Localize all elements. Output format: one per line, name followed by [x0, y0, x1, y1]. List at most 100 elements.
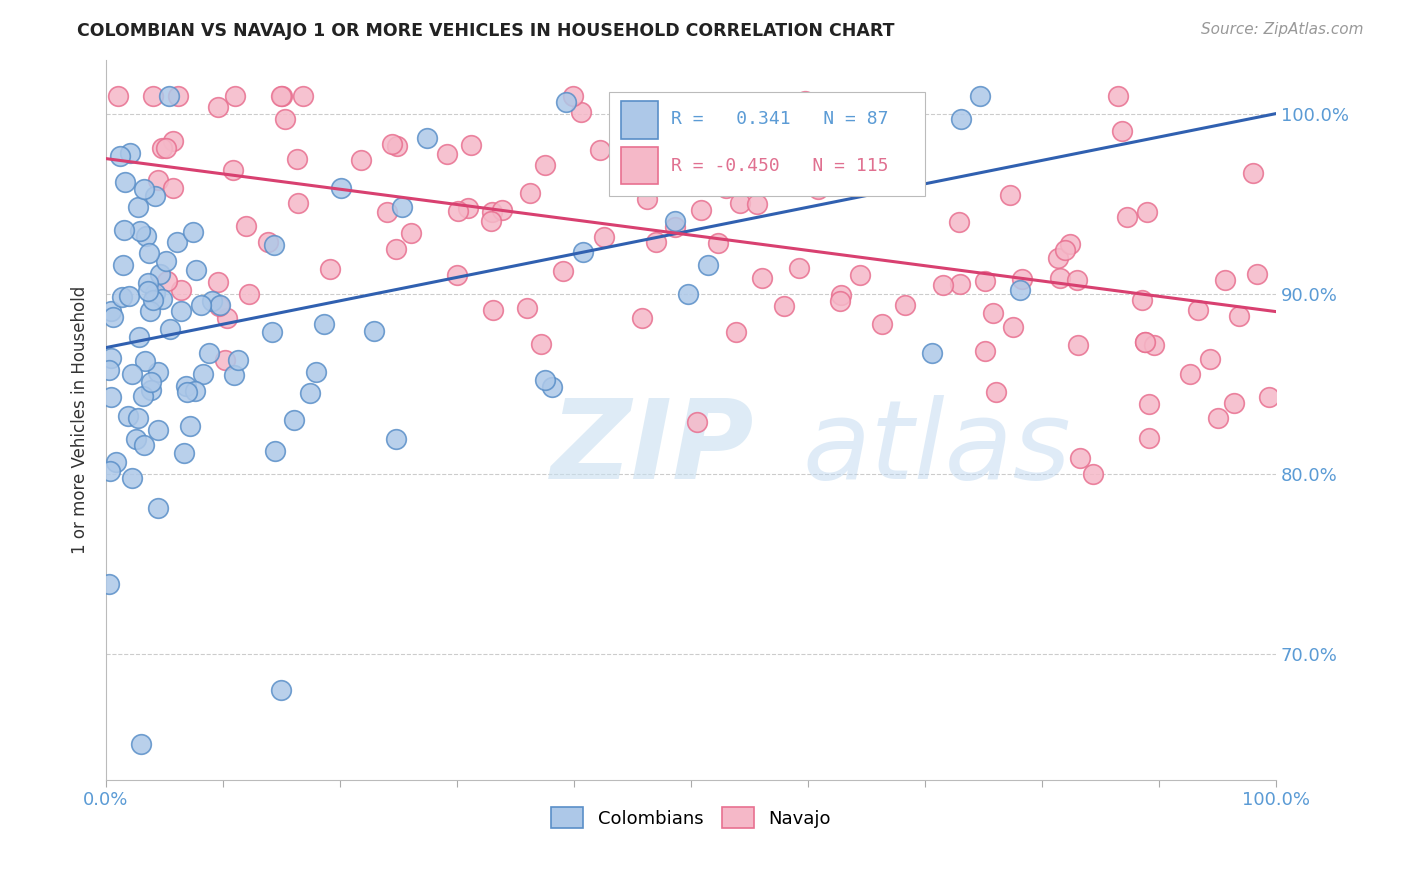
Point — [415, 131, 437, 145]
Point — [1137, 397, 1160, 411]
Point — [541, 379, 564, 393]
Point — [157, 88, 180, 103]
Point — [201, 294, 224, 309]
Point — [207, 276, 229, 290]
Point — [1187, 302, 1209, 317]
Point — [707, 236, 730, 251]
Point — [949, 277, 972, 292]
Point — [117, 409, 139, 424]
Point — [534, 158, 557, 172]
Point — [238, 286, 260, 301]
Point — [1136, 204, 1159, 219]
Point — [830, 288, 852, 302]
Point — [1199, 351, 1222, 366]
Point — [98, 577, 121, 591]
Text: R =   0.341   N = 87: R = 0.341 N = 87 — [671, 111, 889, 128]
Point — [127, 200, 149, 214]
Point — [135, 229, 157, 244]
Point — [551, 263, 574, 277]
Point — [139, 304, 162, 318]
Point — [1081, 467, 1104, 482]
Point — [630, 310, 652, 325]
Point — [482, 303, 505, 318]
Point — [572, 244, 595, 259]
Point — [270, 88, 292, 103]
Point — [636, 192, 658, 206]
Point — [984, 384, 1007, 399]
Point — [446, 268, 468, 282]
Text: Source: ZipAtlas.com: Source: ZipAtlas.com — [1201, 22, 1364, 37]
Point — [100, 304, 122, 318]
Point — [155, 253, 177, 268]
Point — [950, 112, 973, 127]
Point — [714, 181, 737, 195]
Point — [747, 197, 769, 211]
Point — [1111, 124, 1133, 138]
Point — [176, 385, 198, 400]
Point — [479, 214, 502, 228]
Point — [516, 301, 538, 315]
Point — [948, 215, 970, 229]
Point — [1107, 88, 1129, 103]
Point — [98, 363, 121, 377]
Point — [1258, 390, 1281, 404]
Point — [519, 186, 541, 201]
Point — [1008, 283, 1031, 297]
Point — [107, 88, 129, 103]
Point — [1054, 243, 1077, 257]
Point — [569, 104, 592, 119]
Point — [870, 317, 893, 331]
Point — [1049, 271, 1071, 285]
Point — [142, 293, 165, 308]
Point — [1046, 251, 1069, 265]
Point — [159, 321, 181, 335]
Point — [1241, 165, 1264, 179]
Point — [1011, 272, 1033, 286]
FancyBboxPatch shape — [609, 92, 925, 196]
Point — [125, 432, 148, 446]
Point — [436, 147, 458, 161]
Point — [224, 88, 246, 103]
Point — [150, 141, 173, 155]
Legend: Colombians, Navajo: Colombians, Navajo — [544, 800, 838, 836]
Point — [998, 188, 1021, 202]
Point — [384, 243, 406, 257]
Y-axis label: 1 or more Vehicles in Household: 1 or more Vehicles in Household — [72, 285, 89, 554]
Point — [789, 260, 811, 275]
Point — [287, 196, 309, 211]
Point — [270, 682, 292, 697]
Point — [686, 415, 709, 429]
Point — [381, 137, 404, 152]
Point — [1246, 267, 1268, 281]
Point — [460, 137, 482, 152]
Point — [921, 346, 943, 360]
Point — [222, 163, 245, 178]
Point — [155, 141, 177, 155]
Point — [184, 384, 207, 398]
Point — [271, 88, 294, 103]
Point — [792, 142, 814, 156]
Point — [263, 444, 285, 458]
Text: R = -0.450   N = 115: R = -0.450 N = 115 — [671, 157, 889, 175]
Point — [128, 330, 150, 344]
Point — [830, 293, 852, 308]
Point — [491, 202, 513, 217]
Point — [186, 262, 208, 277]
Point — [111, 290, 134, 304]
Point — [108, 149, 131, 163]
Point — [174, 379, 197, 393]
FancyBboxPatch shape — [620, 146, 658, 184]
Point — [121, 368, 143, 382]
Point — [932, 277, 955, 292]
Point — [166, 235, 188, 249]
Point — [385, 138, 408, 153]
Point — [128, 224, 150, 238]
Point — [181, 225, 204, 239]
Point — [634, 178, 657, 192]
Point — [773, 299, 796, 313]
Point — [644, 235, 666, 249]
Point — [305, 365, 328, 379]
Point — [391, 200, 413, 214]
Point — [1143, 338, 1166, 352]
Point — [262, 325, 284, 339]
